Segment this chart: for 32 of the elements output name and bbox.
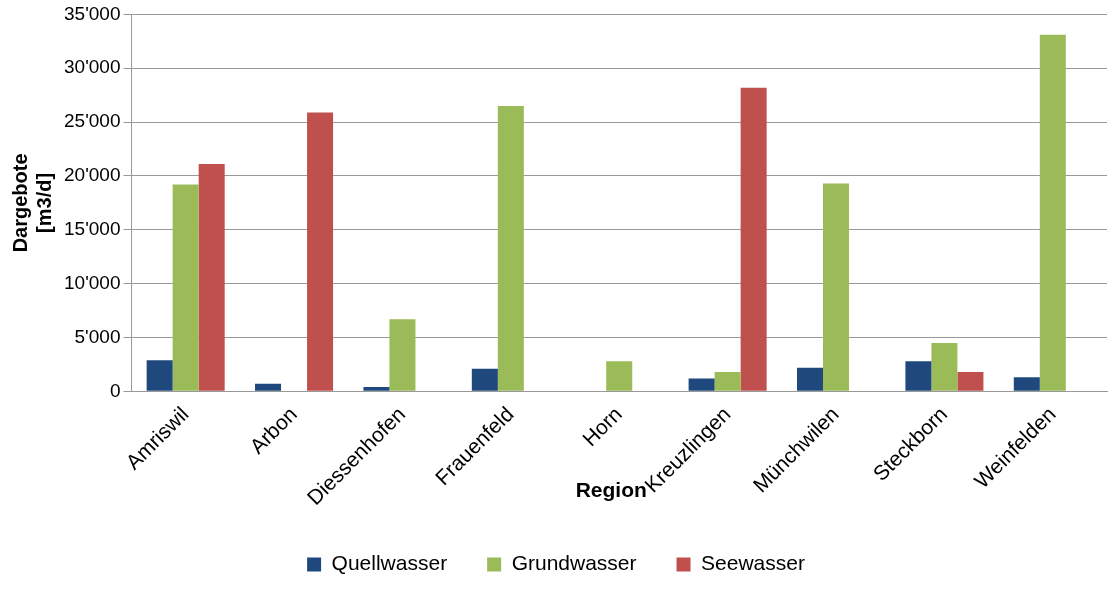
bar — [389, 319, 416, 391]
y-tick-label: 10'000 — [63, 271, 121, 293]
bar — [714, 371, 741, 391]
bar — [606, 361, 633, 391]
bar — [307, 112, 334, 391]
y-tick-label: 0 — [109, 379, 121, 401]
bar — [905, 361, 932, 391]
legend-label: Quellwasser — [331, 551, 448, 575]
y-tick-label: 25'000 — [63, 110, 121, 132]
y-axis-title: Dargebote [m3/d] — [8, 153, 55, 253]
bar — [363, 387, 390, 391]
bar — [823, 183, 850, 391]
y-tick-label: 30'000 — [63, 56, 121, 78]
legend-label: Grundwasser — [511, 551, 637, 575]
bar — [688, 378, 715, 391]
bar — [198, 164, 225, 391]
bar — [957, 371, 984, 391]
bar — [172, 184, 199, 391]
bar — [497, 105, 524, 391]
bar — [146, 360, 173, 391]
y-tick-label: 5'000 — [74, 325, 121, 347]
y-tick-label: 15'000 — [63, 218, 121, 240]
bar — [740, 87, 767, 391]
y-tick-label: 20'000 — [63, 164, 121, 186]
bar — [255, 383, 282, 391]
bar — [931, 342, 958, 391]
bar — [471, 368, 498, 391]
bar — [1039, 34, 1066, 391]
bar — [1013, 377, 1040, 391]
y-tick-label: 35'000 — [63, 2, 121, 24]
bar — [797, 367, 824, 391]
legend-label: Seewasser — [701, 551, 805, 575]
